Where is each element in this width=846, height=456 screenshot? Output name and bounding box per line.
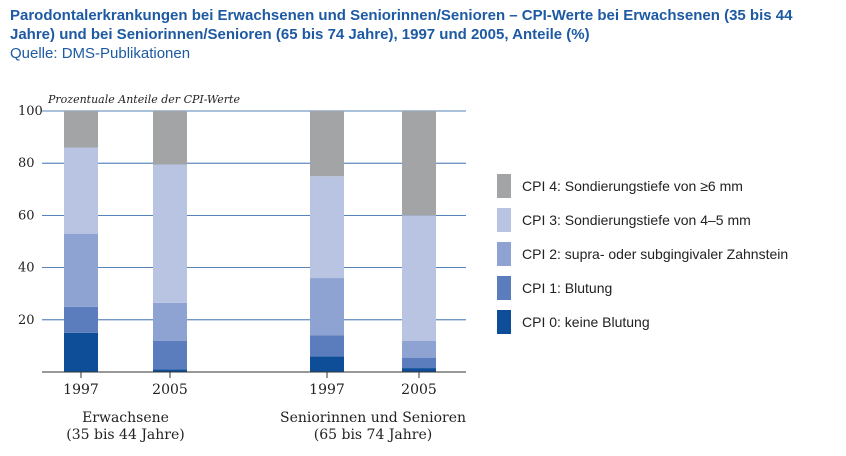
bar-segment [153, 340, 187, 370]
gridlines [42, 110, 466, 321]
bar-segment [64, 147, 98, 234]
y-tick-label: 40 [18, 261, 35, 276]
legend-swatch [497, 276, 511, 300]
bar-segment [64, 111, 98, 148]
y-axis-label: Prozentuale Anteile der CPI-Werte [47, 93, 240, 106]
bar-segment [64, 233, 98, 307]
y-tick-label: 20 [18, 313, 35, 328]
group-label: (35 bis 44 Jahre) [66, 427, 184, 443]
legend: CPI 4: Sondierungstiefe von ≥6 mm CPI 3: … [497, 174, 788, 334]
x-tick-label: 1997 [63, 382, 99, 398]
bar-segment [310, 111, 344, 177]
legend-label: CPI 1: Blutung [522, 280, 612, 296]
legend-swatch [497, 208, 511, 232]
axes: 20 40 60 80 100 Prozentuale Anteile der CPI-W… [18, 93, 466, 443]
bar-segment [153, 369, 187, 372]
legend-label: CPI 4: Sondierungstiefe von ≥6 mm [522, 178, 743, 194]
bar-segment [64, 306, 98, 333]
group-label: Seniorinnen und Senioren [280, 410, 466, 426]
y-tick-label: 100 [18, 104, 43, 119]
bar-segment [402, 340, 436, 358]
legend-swatch [497, 310, 511, 334]
group-label: (65 bis 74 Jahre) [314, 427, 432, 443]
bar-segment [310, 356, 344, 372]
x-tick-label: 2005 [401, 382, 437, 398]
bar-segment [64, 332, 98, 372]
legend-label: CPI 0: keine Blutung [522, 314, 650, 330]
y-tick-label: 60 [18, 208, 35, 223]
bars [64, 111, 436, 372]
bar-segment [402, 368, 436, 372]
bar-segment [402, 215, 436, 341]
x-tick-label: 1997 [309, 382, 345, 398]
bar-segment [153, 164, 187, 303]
bar-segment [153, 302, 187, 341]
legend-swatch [497, 242, 511, 266]
bar-segment [153, 111, 187, 165]
legend-label: CPI 3: Sondierungstiefe von 4–5 mm [522, 212, 751, 228]
chart-source: Quelle: DMS-Publikationen [10, 45, 191, 62]
bar-segment [310, 335, 344, 357]
x-tick-label: 2005 [152, 382, 188, 398]
chart-title-block: Parodontalerkrankungen bei Erwachsenen u… [10, 6, 840, 63]
chart-title: Parodontalerkrankungen bei Erwachsenen u… [10, 7, 793, 43]
legend-label: CPI 2: supra- oder subgingivaler Zahnste… [522, 246, 788, 262]
legend-swatch [497, 174, 511, 198]
bar-segment [310, 176, 344, 279]
bar-segment [402, 357, 436, 369]
bar-segment [402, 111, 436, 216]
group-label: Erwachsene [82, 410, 169, 426]
y-tick-label: 80 [18, 156, 35, 171]
bar-segment [310, 278, 344, 336]
